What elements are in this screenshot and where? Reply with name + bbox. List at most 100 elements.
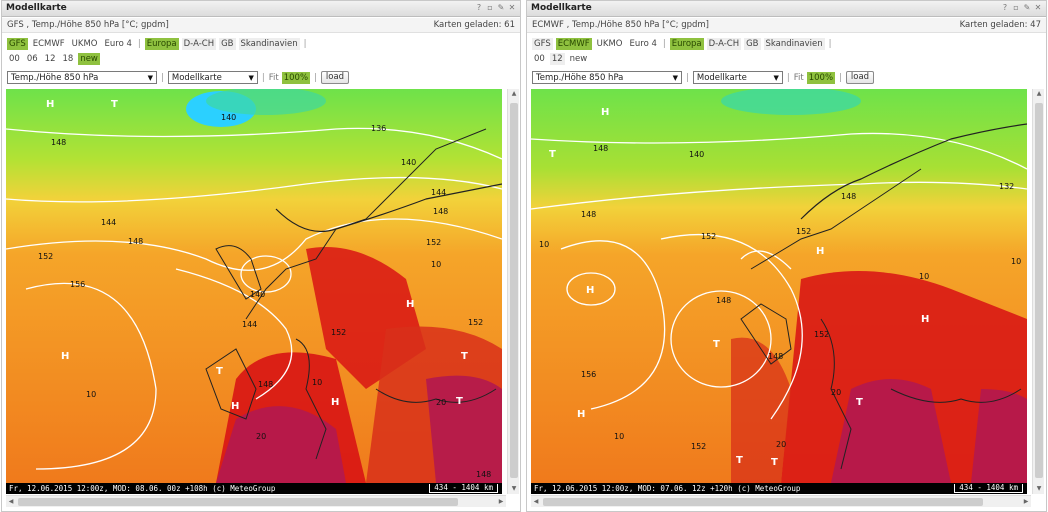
scroll-right-icon[interactable]: ▶: [1023, 498, 1029, 505]
model-region-selector: GFS ECMWF UKMO Euro 4 | Europa D-A-CH GB…: [7, 38, 308, 50]
help-icon[interactable]: ?: [476, 3, 482, 12]
run-chip-00[interactable]: 00: [9, 54, 20, 64]
model-map-panel-gfs: Modellkarte ? ▫ ✎ ✕ GFS , Temp./Höhe 850…: [1, 0, 521, 512]
run-chip-18[interactable]: 18: [62, 54, 74, 64]
weather-map-gfs[interactable]: H T H H H H T T T 148 140 136 144 144 14…: [6, 89, 502, 483]
chevron-down-icon: ▼: [248, 73, 254, 82]
scroll-left-icon[interactable]: ◀: [533, 498, 539, 505]
pin-icon[interactable]: ✎: [497, 3, 505, 12]
scrollbar-thumb[interactable]: [1035, 103, 1043, 478]
separator: |: [662, 39, 666, 49]
scrollbar-thumb[interactable]: [18, 498, 458, 506]
map-label: H: [406, 299, 414, 310]
scroll-up-icon[interactable]: ▲: [1036, 90, 1042, 97]
model-chip-euro4[interactable]: Euro 4: [104, 39, 132, 49]
fit-toggle[interactable]: Fit: [268, 72, 279, 83]
help-icon[interactable]: ?: [1002, 3, 1008, 12]
map-type-select[interactable]: Modellkarte ▼: [167, 71, 258, 84]
pin-icon[interactable]: ✎: [1023, 3, 1031, 12]
model-chip-ukmo[interactable]: UKMO: [596, 39, 623, 49]
map-label: H: [816, 246, 824, 257]
weather-map-image: H T H H H H T T T 148 140 136 144 144 14…: [6, 89, 502, 483]
run-chip-12[interactable]: 12: [44, 54, 56, 64]
chevron-down-icon: ▼: [773, 73, 779, 82]
separator: |: [828, 39, 832, 49]
region-chip-europa[interactable]: Europa: [669, 38, 704, 50]
region-chip-skandinavien[interactable]: Skandinavien: [763, 38, 825, 50]
region-chip-gb[interactable]: GB: [744, 38, 761, 50]
region-chip-dach[interactable]: D-A-CH: [181, 38, 217, 50]
separator: |: [137, 39, 141, 49]
contour-label: 152: [691, 442, 706, 451]
contour-label: 140: [689, 150, 704, 159]
panel-subheader: GFS , Temp./Höhe 850 hPa [°C; gpdm] Kart…: [2, 18, 520, 33]
model-chip-gfs[interactable]: GFS: [532, 38, 553, 50]
run-selector: 00 12 new: [532, 53, 589, 65]
model-chip-euro4[interactable]: Euro 4: [629, 39, 657, 49]
map-label: T: [216, 366, 223, 377]
zoom-level[interactable]: 100%: [806, 71, 836, 84]
region-chip-gb[interactable]: GB: [219, 38, 236, 50]
scroll-right-icon[interactable]: ▶: [498, 498, 504, 505]
scroll-left-icon[interactable]: ◀: [8, 498, 14, 505]
contour-label: 144: [242, 320, 257, 329]
close-icon[interactable]: ✕: [1034, 3, 1042, 12]
scroll-down-icon[interactable]: ▼: [1036, 485, 1042, 492]
run-chip-new[interactable]: new: [78, 53, 100, 65]
contour-label: 148: [716, 296, 731, 305]
contour-label: 20: [776, 440, 786, 449]
scrollbar-thumb[interactable]: [543, 498, 983, 506]
load-button[interactable]: load: [845, 71, 875, 84]
contour-label: 152: [331, 328, 346, 337]
run-chip-new[interactable]: new: [569, 54, 588, 64]
map-label: T: [461, 351, 468, 362]
weather-map-ecmwf[interactable]: H T H H T H H T T T 148 140 152 148 148 …: [531, 89, 1027, 483]
region-chip-dach[interactable]: D-A-CH: [706, 38, 742, 50]
run-chip-06[interactable]: 06: [26, 54, 38, 64]
region-chip-europa[interactable]: Europa: [144, 38, 179, 50]
region-chip-skandinavien[interactable]: Skandinavien: [238, 38, 300, 50]
map-controls: Temp./Höhe 850 hPa ▼ | Modellkarte ▼ | F…: [7, 71, 350, 84]
scroll-down-icon[interactable]: ▼: [511, 485, 517, 492]
map-label: T: [549, 149, 556, 160]
separator: |: [303, 39, 307, 49]
vertical-scrollbar[interactable]: ▲ ▼: [507, 89, 519, 494]
model-chip-ukmo[interactable]: UKMO: [71, 39, 98, 49]
model-chip-gfs[interactable]: GFS: [7, 38, 28, 50]
scrollbar-thumb[interactable]: [510, 103, 518, 478]
map-scale: 434 - 1404 km: [429, 484, 498, 493]
separator: |: [686, 72, 689, 83]
horizontal-scrollbar[interactable]: ◀ ▶: [6, 495, 506, 507]
map-label: H: [231, 401, 239, 412]
contour-label: 148: [51, 138, 66, 147]
scroll-up-icon[interactable]: ▲: [511, 90, 517, 97]
contour-label: 148: [593, 144, 608, 153]
fit-toggle[interactable]: Fit: [793, 72, 804, 83]
parameter-select[interactable]: Temp./Höhe 850 hPa ▼: [532, 71, 682, 84]
model-chip-ecmwf[interactable]: ECMWF: [555, 38, 592, 50]
restore-icon[interactable]: ▫: [1013, 3, 1019, 12]
horizontal-scrollbar[interactable]: ◀ ▶: [531, 495, 1031, 507]
map-label: H: [61, 351, 69, 362]
vertical-scrollbar[interactable]: ▲ ▼: [1032, 89, 1044, 494]
contour-label: 136: [371, 124, 386, 133]
model-chip-ecmwf[interactable]: ECMWF: [32, 39, 65, 49]
close-icon[interactable]: ✕: [508, 3, 516, 12]
contour-label: 152: [468, 318, 483, 327]
maps-loaded-count: Karten geladen: 61: [433, 20, 515, 30]
map-footer-info: Fr, 12.06.2015 12:00z, MOD: 08.06. 00z +…: [6, 483, 502, 494]
load-button[interactable]: load: [320, 71, 350, 84]
separator: |: [314, 72, 317, 83]
map-type-select[interactable]: Modellkarte ▼: [692, 71, 783, 84]
contour-label: 152: [426, 238, 441, 247]
model-parameter-label: GFS , Temp./Höhe 850 hPa [°C; gpdm]: [7, 20, 169, 30]
parameter-select-value: Temp./Höhe 850 hPa: [536, 72, 624, 83]
run-chip-12[interactable]: 12: [549, 53, 565, 65]
run-chip-00[interactable]: 00: [534, 54, 545, 64]
map-label: H: [577, 409, 585, 420]
contour-label: 140: [401, 158, 416, 167]
restore-icon[interactable]: ▫: [487, 3, 493, 12]
parameter-select[interactable]: Temp./Höhe 850 hPa ▼: [7, 71, 157, 84]
panel-title: Modellkarte: [6, 3, 67, 13]
zoom-level[interactable]: 100%: [281, 71, 311, 84]
